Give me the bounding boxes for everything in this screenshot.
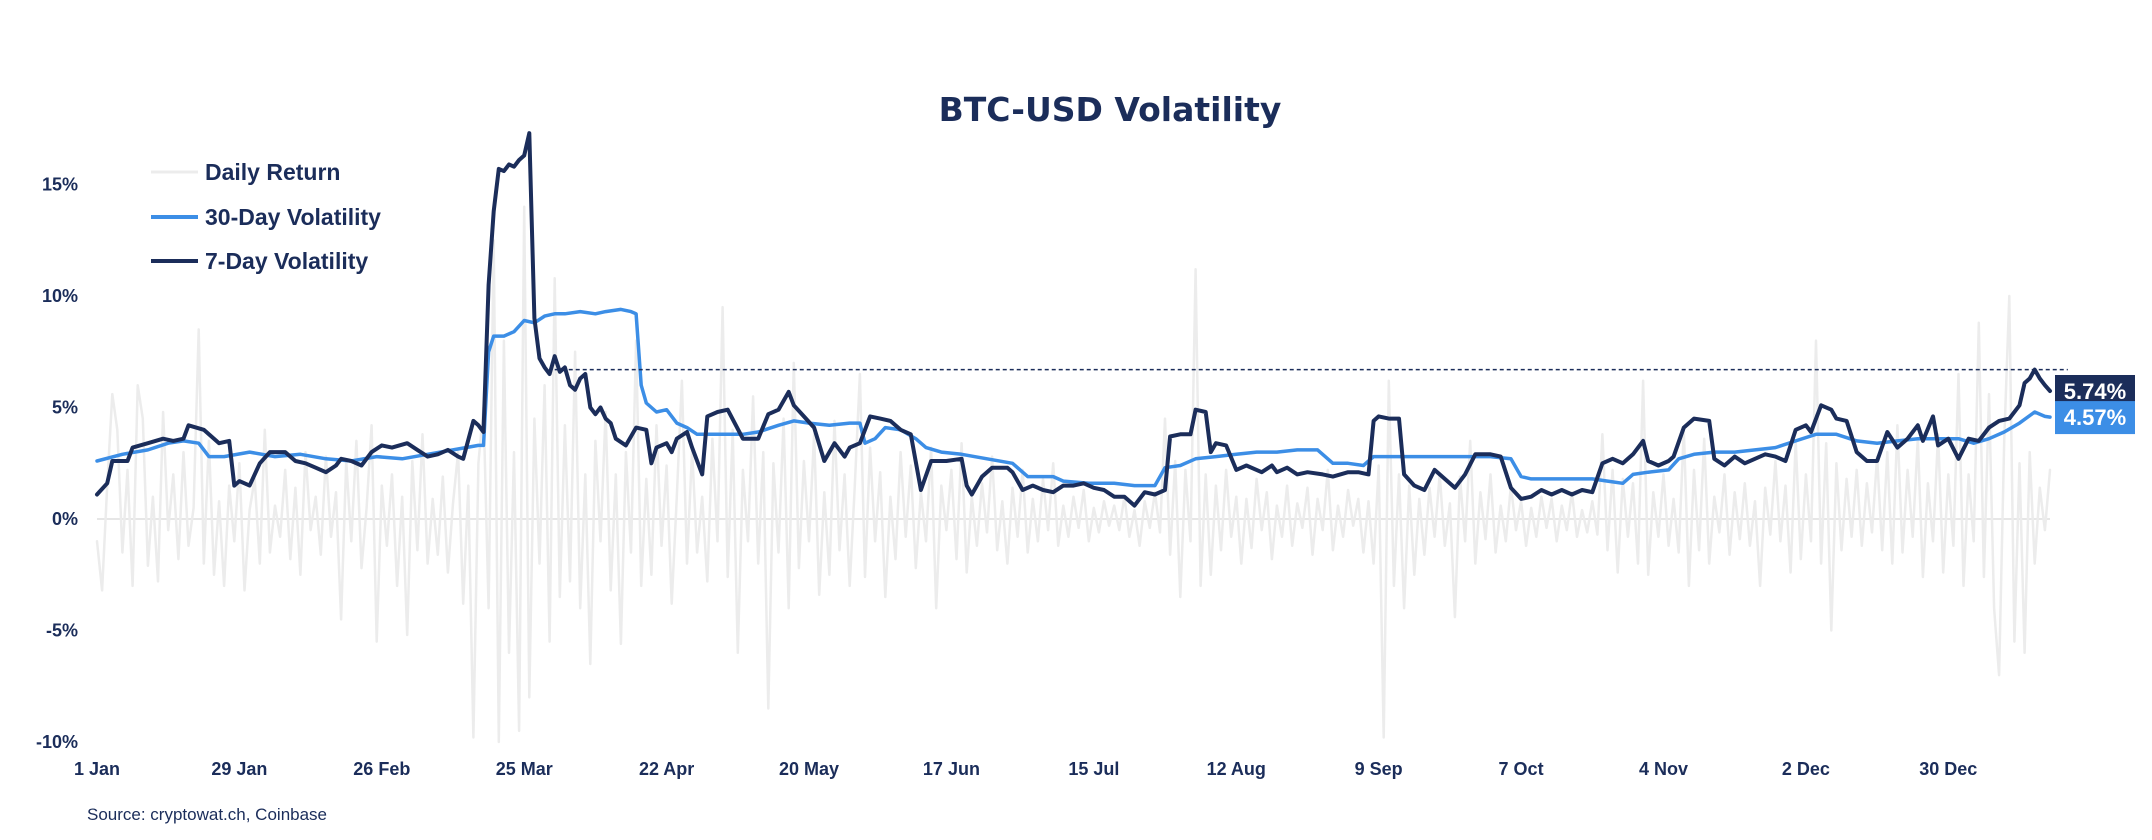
y-tick-label: 5% [52, 398, 78, 418]
x-tick-label: 9 Sep [1355, 759, 1403, 779]
x-tick-label: 2 Dec [1782, 759, 1830, 779]
x-tick-label: 4 Nov [1639, 759, 1688, 779]
x-tick-label: 17 Jun [923, 759, 980, 779]
y-tick-label: -10% [36, 732, 78, 752]
legend-label: 7-Day Volatility [205, 248, 368, 274]
end-label-30-day-volatility: 4.57% [2055, 401, 2135, 435]
end-label-text: 4.57% [2064, 405, 2126, 430]
x-tick-label: 12 Aug [1207, 759, 1266, 779]
end-label-text: 5.74% [2064, 379, 2126, 404]
y-axis-ticks: 15% 10% 5% 0% -5% -10% [36, 175, 78, 753]
end-label-layer: 5.74%4.57% [2055, 374, 2135, 435]
legend-item-daily-return: Daily Return [151, 159, 340, 185]
x-axis-ticks: 1 Jan 29 Jan 26 Feb 25 Mar 22 Apr 20 May 17 Ju… [74, 759, 1977, 779]
x-tick-label: 1 Jan [74, 759, 120, 779]
end-label-box [2055, 401, 2135, 435]
x-tick-label: 26 Feb [353, 759, 410, 779]
x-tick-label: 7 Oct [1499, 759, 1544, 779]
x-tick-label: 22 Apr [639, 759, 694, 779]
y-tick-label: 10% [42, 286, 78, 306]
y-tick-label: 0% [52, 509, 78, 529]
end-label-7-day-volatility: 5.74% [2055, 374, 2135, 408]
legend-item-30-day-volatility: 30-Day Volatility [151, 204, 381, 230]
x-tick-label: 15 Jul [1068, 759, 1119, 779]
legend-label: 30-Day Volatility [205, 204, 381, 230]
legend: Daily Return 30-Day Volatility 7-Day Volat… [151, 159, 381, 274]
x-tick-label: 25 Mar [496, 759, 553, 779]
x-tick-label: 20 May [779, 759, 839, 779]
legend-label: Daily Return [205, 159, 340, 185]
series-line-daily-return [95, 205, 2052, 744]
y-tick-label: -5% [46, 621, 78, 641]
y-tick-label: 15% [42, 175, 78, 195]
source-note: Source: cryptowat.ch, Coinbase [87, 805, 327, 824]
x-tick-label: 30 Dec [1919, 759, 1977, 779]
series-line-30-day-volatility [95, 307, 2052, 488]
legend-item-7-day-volatility: 7-Day Volatility [151, 248, 368, 274]
x-tick-label: 29 Jan [211, 759, 267, 779]
chart-title: BTC-USD Volatility [939, 90, 1282, 129]
series-line-7-day-volatility [95, 131, 2052, 508]
series-layer [95, 131, 2052, 744]
